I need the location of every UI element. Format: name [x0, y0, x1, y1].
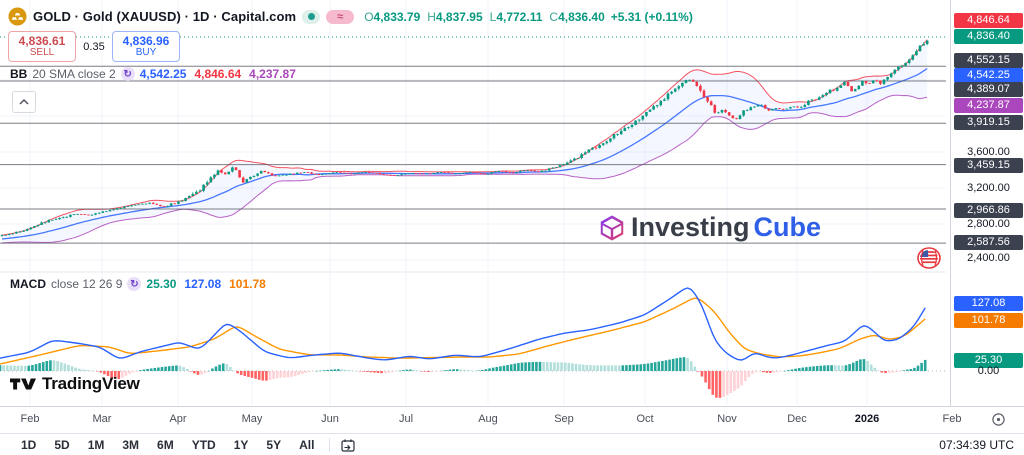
range-button-6m[interactable]: 6M — [157, 438, 174, 452]
time-axis-month: Aug — [478, 413, 498, 425]
us-flag-icon — [917, 247, 941, 269]
spread-value: 0.35 — [76, 38, 112, 55]
buy-label: BUY — [135, 46, 157, 58]
time-axis-month: Nov — [717, 413, 737, 425]
bb-value: 4,237.87 — [249, 67, 296, 81]
range-button-1m[interactable]: 1M — [87, 438, 105, 452]
time-axis-month: Jul — [398, 413, 414, 425]
time-axis-month: Sep — [554, 413, 574, 425]
range-button-all[interactable]: All — [299, 438, 315, 452]
range-button-5y[interactable]: 5Y — [266, 438, 282, 452]
price-axis-label: 3,200.00 — [967, 181, 1010, 194]
watermark-investing: Investing — [631, 212, 750, 242]
bb-name: BB — [10, 67, 28, 81]
sell-price: 4,836.61 — [18, 33, 66, 48]
delayed-data-badge[interactable]: ≈ — [326, 9, 355, 24]
macd-loading-icon: ↻ — [127, 277, 142, 291]
range-button-3m[interactable]: 3M — [122, 438, 140, 452]
price-axis-label: 3,600.00 — [967, 145, 1010, 158]
bb-params: 20 SMA close 2 — [32, 67, 116, 81]
ohlc-item: H4,837.95 — [427, 9, 483, 24]
sell-label: SELL — [29, 46, 55, 58]
price-axis-label: 2,587.56 — [954, 234, 1023, 250]
price-axis-label: 4,237.87 — [954, 97, 1023, 113]
chart-plot-area[interactable] — [0, 0, 950, 433]
macd-axis-label: 25.30 — [954, 352, 1023, 368]
collapse-panel-button[interactable] — [12, 91, 36, 113]
investingcube-watermark: Investing Cube — [597, 212, 821, 243]
calendar-icon — [340, 438, 356, 453]
time-axis-month: May — [241, 413, 263, 425]
price-axis-label: 4,846.64 — [954, 12, 1023, 28]
go-to-date-button[interactable] — [340, 438, 356, 453]
price-axis-label: 3,919.15 — [954, 114, 1023, 130]
ohlc-item: C4,836.40 — [549, 9, 605, 24]
sell-button[interactable]: 4,836.61 SELL — [8, 31, 76, 62]
buy-price: 4,836.96 — [122, 33, 170, 48]
macd-indicator-row[interactable]: MACD close 12 26 9 ↻ 25.30 127.08 101.78 — [10, 277, 266, 291]
macd-value: 25.30 — [146, 277, 177, 291]
gold-symbol-icon — [8, 7, 27, 26]
bottom-toolbar: 1D 5D 1M 3M 6M YTD 1Y 5Y All 07:34:39 UTC — [0, 433, 1024, 455]
range-button-ytd[interactable]: YTD — [191, 438, 216, 452]
range-buttons: 1D 5D 1M 3M 6M YTD 1Y 5Y All — [12, 438, 323, 452]
ohlc-item: O4,833.79 — [364, 9, 421, 24]
price-axis-label: 2,800.00 — [967, 217, 1010, 230]
time-axis-month: Dec — [787, 413, 807, 425]
time-axis-month: Feb — [942, 413, 962, 425]
price-axis-label: 2,966.86 — [954, 202, 1023, 218]
bb-indicator-row[interactable]: BB 20 SMA close 2 ↻ 4,542.25 4,846.64 4,23… — [10, 67, 296, 81]
bb-values: 4,542.25 4,846.64 4,237.87 — [140, 67, 296, 81]
price-axis-label: 3,459.15 — [954, 157, 1023, 173]
macd-values: 25.30 127.08 101.78 — [146, 277, 265, 291]
macd-axis-label: 127.08 — [954, 295, 1023, 311]
time-axis-month: Oct — [636, 413, 654, 425]
ohlc-values: O4,833.79 H4,837.95 L4,772.11 C4,836.40 — [364, 10, 605, 24]
tradingview-text: TradingView — [42, 374, 140, 393]
macd-axis-label: 101.78 — [954, 312, 1023, 328]
bb-value: 4,542.25 — [139, 67, 187, 81]
ohlc-item: L4,772.11 — [489, 9, 543, 24]
range-button-1d[interactable]: 1D — [21, 438, 37, 452]
buy-button[interactable]: 4,836.96 BUY — [112, 31, 180, 62]
time-axis-month: Jun — [321, 413, 339, 425]
macd-axis-label: 0.00 — [977, 364, 1000, 377]
time-axis[interactable]: Feb Mar Apr May Jun Jul Aug Sep Oct Nov Dec 2026 Feb — [0, 406, 1024, 434]
clock-utc[interactable]: 07:34:39 UTC — [939, 438, 1014, 452]
chevron-up-icon — [19, 99, 29, 105]
macd-value: 127.08 — [184, 277, 222, 291]
investingcube-cube-icon — [597, 213, 627, 243]
toolbar-divider — [329, 438, 331, 452]
market-status-dot[interactable] — [302, 9, 321, 24]
tradingview-icon — [10, 376, 36, 392]
time-axis-month: Feb — [20, 413, 40, 425]
macd-value: 101.78 — [229, 277, 266, 291]
price-axis-label: 4,552.15 — [954, 52, 1023, 68]
macd-name: MACD — [10, 277, 46, 291]
buy-sell-widget: 4,836.61 SELL 0.35 4,836.96 BUY — [8, 31, 180, 62]
range-button-5d[interactable]: 5D — [54, 438, 70, 452]
tradingview-logo[interactable]: TradingView — [10, 374, 140, 394]
scales-target-icon[interactable] — [991, 412, 1006, 427]
price-change: +5.31 (+0.11%) — [610, 9, 693, 24]
time-axis-month: Mar — [92, 413, 112, 425]
price-axis-label: 4,389.07 — [954, 81, 1023, 97]
time-axis-month: Apr — [169, 413, 187, 425]
price-axis-label: 4,542.25 — [954, 67, 1023, 83]
bb-loading-icon: ↻ — [120, 67, 135, 81]
macd-params: close 12 26 9 — [51, 277, 123, 291]
range-button-1y[interactable]: 1Y — [233, 438, 249, 452]
symbol-title[interactable]: GOLD · Gold (XAUUSD) · 1D · Capital.com — [33, 9, 297, 24]
price-axis[interactable]: 4,846.64 4,836.40 4,552.15 4,542.25 4,389.07… — [950, 0, 1024, 433]
watermark-cube: Cube — [753, 212, 822, 242]
price-axis-label: 4,836.40 — [954, 28, 1023, 44]
time-axis-month: 2026 — [854, 413, 880, 425]
bb-value: 4,846.64 — [194, 67, 242, 81]
price-axis-label: 2,400.00 — [967, 251, 1010, 264]
symbol-header: GOLD · Gold (XAUUSD) · 1D · Capital.com … — [8, 7, 693, 26]
